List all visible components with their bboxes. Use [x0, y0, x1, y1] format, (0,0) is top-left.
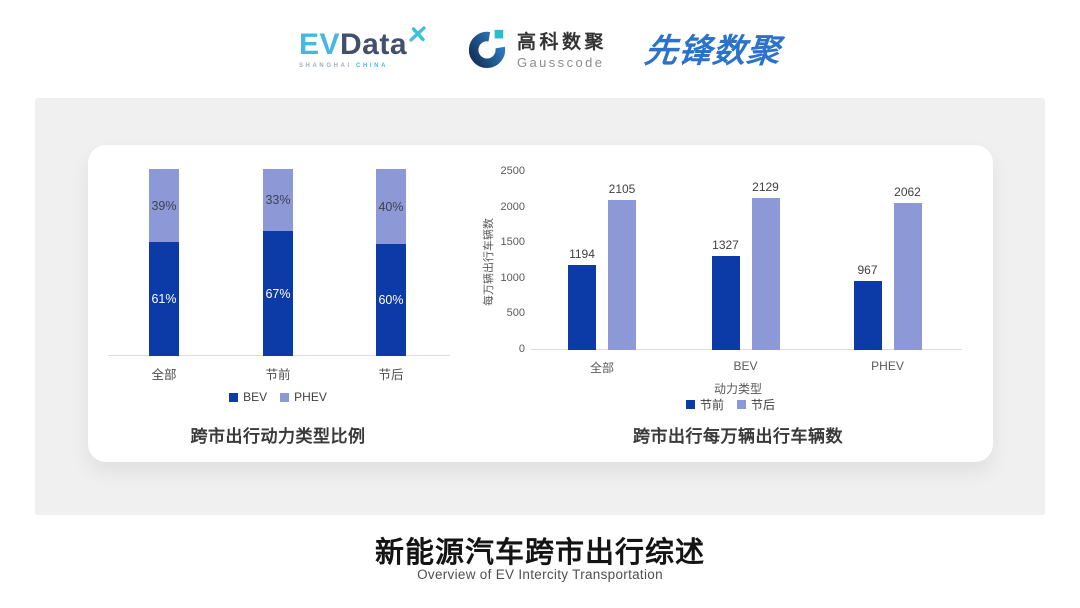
logo-bar: EV Data SHANGHAI CHINA	[0, 14, 1080, 82]
phev-segment: 33%	[263, 169, 293, 231]
legend-label: 节前	[699, 398, 724, 412]
legend-label: BEV	[243, 390, 268, 404]
bar-节前	[568, 265, 596, 350]
legend: BEV PHEV	[88, 390, 468, 404]
legend-item: 节前	[685, 396, 724, 413]
xianfeng-logo: 先锋数聚	[642, 32, 783, 69]
evdata-ev-text: EV	[298, 27, 340, 61]
gausscode-icon	[468, 29, 506, 69]
right-chart-title: 跨市出行每万辆出行车辆数	[633, 427, 843, 446]
bar-value-label: 2062	[894, 185, 921, 199]
bar-节前	[711, 256, 740, 350]
bar-value-label: 1327	[712, 238, 739, 252]
phev-segment: 40%	[376, 169, 406, 244]
legend-swatch	[737, 400, 746, 409]
chart-card: 39% 61% 全部 33% 67% 节前 40% 60% 节后 BEV PHEV 0 500 1000…	[88, 145, 993, 462]
category-label: 节后	[378, 368, 404, 382]
evdata-wordmark: EV Data	[298, 25, 428, 62]
phev-segment: 39%	[149, 169, 179, 242]
chart-panel: 39% 61% 全部 33% 67% 节前 40% 60% 节后 BEV PHEV 0 500 1000…	[35, 98, 1045, 515]
bar-节后	[893, 203, 922, 350]
bev-segment: 61%	[149, 242, 179, 356]
trips-per-10k-chart: 0 500 1000 1500 2000 2500 每万辆出行车辆数 1194 2105 全部 13…	[468, 145, 993, 462]
evdata-tagline-shanghai: SHANGHAI	[298, 62, 352, 69]
legend-label: 节后	[751, 398, 776, 412]
bar-节前	[853, 281, 882, 350]
bar-value-label: 2105	[608, 182, 636, 196]
x-axis-line	[531, 349, 962, 350]
category-label: BEV	[733, 359, 758, 373]
page-subtitle: Overview of EV Intercity Transportation	[417, 567, 663, 582]
left-chart-title: 跨市出行动力类型比例	[190, 427, 366, 446]
bar-value-label: 967	[857, 263, 878, 277]
evdata-tagline-china: CHINA	[356, 62, 389, 69]
bar-节后	[751, 198, 780, 350]
legend-label: PHEV	[294, 390, 327, 404]
bev-segment: 67%	[263, 231, 293, 356]
y-tick-label: 2000	[500, 200, 525, 213]
y-tick-label: 0	[518, 343, 525, 355]
category-label: 全部	[589, 361, 614, 375]
legend: 节前 节后	[468, 396, 993, 413]
legend-item: BEV	[229, 390, 267, 404]
gausscode-wordmark: 高科数聚 Gausscode	[517, 27, 607, 70]
legend-swatch	[229, 392, 239, 402]
power-type-ratio-chart: 39% 61% 全部 33% 67% 节前 40% 60% 节后 BEV PHEV	[88, 145, 468, 462]
gausscode-logo: 高科数聚 Gausscode	[466, 27, 607, 70]
y-tick-label: 500	[506, 307, 525, 320]
category-label: 全部	[151, 368, 177, 382]
gausscode-name-cn: 高科数聚	[517, 31, 608, 53]
evdata-logo: EV Data SHANGHAI CHINA	[298, 25, 428, 69]
legend-item: PHEV	[280, 390, 327, 404]
legend-item: 节后	[737, 396, 775, 413]
y-axis-title: 每万辆出行车辆数	[483, 218, 495, 306]
gausscode-name-en: Gausscode	[517, 54, 605, 70]
y-tick-label: 1500	[500, 236, 525, 249]
category-label: PHEV	[871, 359, 904, 373]
x-axis-title: 动力类型	[713, 382, 762, 396]
legend-swatch	[280, 392, 290, 402]
bar-节后	[608, 200, 636, 350]
bar-value-label: 2129	[752, 180, 779, 194]
evdata-data-text: Data	[339, 27, 408, 61]
evdata-tagline: SHANGHAI CHINA	[299, 63, 428, 69]
legend-swatch	[685, 400, 695, 409]
bev-segment: 60%	[376, 244, 406, 356]
page-title: 新能源汽车跨市出行综述	[374, 537, 705, 569]
bar-value-label: 1194	[569, 247, 595, 261]
evdata-spark-icon	[409, 25, 426, 42]
y-tick-label: 1000	[500, 271, 525, 284]
y-tick-label: 2500	[500, 165, 525, 177]
category-label: 节前	[265, 368, 291, 382]
